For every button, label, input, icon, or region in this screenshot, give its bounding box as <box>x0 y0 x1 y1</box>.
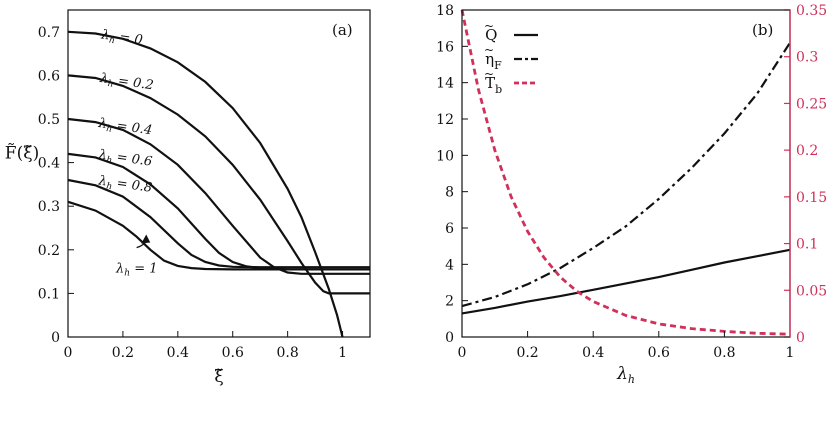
x-tick-label: 0.8 <box>713 345 735 361</box>
panel-b-x-axis-label: λh <box>616 364 635 386</box>
curve-label-5: λh = 1 <box>115 261 157 278</box>
panel-a-x-ticks: 0 0.2 0.4 0.6 0.8 1 <box>64 331 347 361</box>
y-tick-label-left: 2 <box>445 294 454 310</box>
y-tick-label: 0.7 <box>38 25 60 41</box>
y-tick-label-left: 18 <box>436 3 454 19</box>
x-tick-label: 0 <box>64 345 73 361</box>
series-Q <box>461 248 791 315</box>
y-tick-label-right: 0.2 <box>796 143 818 159</box>
y-tick-label-left: 8 <box>445 185 454 201</box>
x-tick-label: 0.2 <box>112 345 134 361</box>
y-tick-label-left: 12 <box>436 112 454 128</box>
panel-b-legend: ~Q~ηF~Tb <box>484 19 538 96</box>
x-tick-label: 0.4 <box>582 345 604 361</box>
curve-lambda-1 <box>67 74 370 295</box>
legend-label-Q: ~Q <box>484 19 497 44</box>
curve-label-2: λh = 0.4 <box>96 116 153 140</box>
x-tick-label: 1 <box>338 345 347 361</box>
panel-b-y-ticks-left: 0 2 4 6 8 10 12 14 16 18 <box>436 3 468 346</box>
y-tick-label-right: 0.1 <box>796 237 818 253</box>
x-tick-label: 0 <box>458 345 467 361</box>
panel-a-y-axis-label: F̃(ξ̃) <box>5 143 39 163</box>
panel-a-x-axis-label: ξ̃ <box>214 367 223 387</box>
x-tick-label: 0.8 <box>277 345 299 361</box>
legend-label-ηF: ~ηF <box>484 43 502 72</box>
y-tick-label-left: 10 <box>436 148 454 164</box>
panel-b-y-ticks-right: 0 0.05 0.1 0.15 0.2 0.25 0.3 0.35 <box>784 3 827 346</box>
y-tick-label: 0.3 <box>38 199 60 215</box>
panel-b-series <box>460 9 791 336</box>
x-tick-label: 0.6 <box>648 345 670 361</box>
curve-label-0: λh = 0 <box>99 27 143 50</box>
curve-lambda-5 <box>67 200 370 271</box>
panel-a-annotation-arrowhead <box>141 234 151 244</box>
panel-b-x-ticks: 0 0.2 0.4 0.6 0.8 1 <box>458 331 795 361</box>
y-tick-label: 0.1 <box>38 286 60 302</box>
panel-a-curve-labels: λh = 0 λh = 0.2 λh = 0.4 λh = 0.6λh = 0.8 λh… <box>96 27 158 278</box>
panel-a-label: (a) <box>332 21 353 39</box>
y-tick-label: 0.5 <box>38 112 60 128</box>
x-tick-label: 0.6 <box>222 345 244 361</box>
curve-label-1: λh = 0.2 <box>98 71 155 95</box>
x-tick-label: 0.2 <box>516 345 538 361</box>
panel-b-frame <box>461 9 791 338</box>
curve-lambda-0 <box>67 30 344 338</box>
y-tick-label-right: 0 <box>796 330 805 346</box>
y-tick-label: 0.2 <box>38 243 60 259</box>
y-tick-label-left: 4 <box>445 257 454 273</box>
y-tick-label-left: 16 <box>436 39 454 55</box>
curve-label-4: λh = 0.8 <box>96 173 153 197</box>
series-ηF <box>461 42 791 308</box>
y-tick-label: 0.4 <box>38 156 60 172</box>
x-tick-label: 1 <box>786 345 795 361</box>
x-tick-label: 0.4 <box>167 345 189 361</box>
panel-b-label: (b) <box>752 21 773 39</box>
y-tick-label: 0 <box>51 330 60 346</box>
curve-label-3: λh = 0.6 <box>96 147 153 171</box>
y-tick-label-left: 0 <box>445 330 454 346</box>
y-tick-label-left: 14 <box>436 76 454 92</box>
y-tick-label-left: 6 <box>445 221 454 237</box>
series-Tb <box>460 9 791 336</box>
curve-lambda-2 <box>67 117 370 275</box>
y-tick-label-right: 0.35 <box>796 3 827 19</box>
y-tick-label-right: 0.05 <box>796 283 827 299</box>
panel-a-series <box>67 30 370 338</box>
y-tick-label-right: 0.3 <box>796 50 818 66</box>
panel-a: 0 0.2 0.4 0.6 0.8 1 0 0.1 0.2 0.3 0.4 0.5 0.6 0.7 λh… <box>5 9 371 387</box>
curve-lambda-4 <box>67 178 370 269</box>
y-tick-label: 0.6 <box>38 68 60 84</box>
y-tick-label-right: 0.15 <box>796 190 827 206</box>
y-tick-label-right: 0.25 <box>796 96 827 112</box>
curve-lambda-3 <box>67 152 370 271</box>
panel-a-frame <box>67 9 371 338</box>
legend-label-Tb: ~Tb <box>484 67 502 96</box>
